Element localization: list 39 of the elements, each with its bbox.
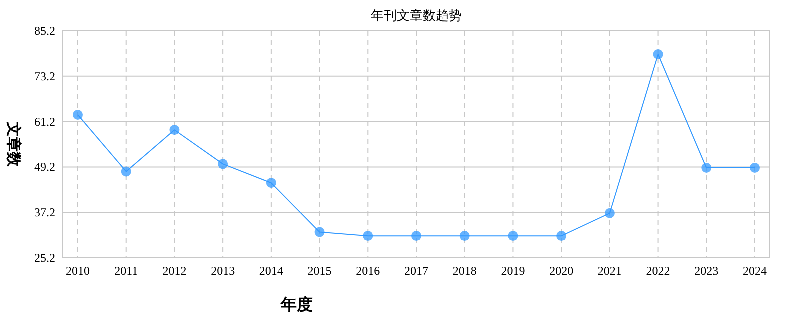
- x-tick-label: 2018: [452, 264, 477, 278]
- point: [604, 208, 615, 218]
- y-tick-label: 61.2: [34, 114, 56, 129]
- point: [266, 178, 276, 188]
- x-tick-label: 2023: [694, 264, 719, 278]
- x-tick-label: 2019: [501, 264, 526, 278]
- x-tick-label: 2013: [211, 264, 236, 278]
- chart-title: 年刊文章数趋势: [371, 8, 462, 23]
- y-tick-label: 85.2: [34, 24, 56, 38]
- x-tick-label: 2024: [743, 264, 767, 278]
- x-tick-label: 2021: [598, 264, 622, 278]
- point: [653, 49, 664, 60]
- point: [460, 231, 470, 242]
- point: [218, 159, 228, 170]
- point: [412, 231, 422, 242]
- point: [556, 231, 567, 242]
- x-tick-label: 2014: [259, 264, 284, 278]
- x-tick-label: 2010: [66, 264, 90, 278]
- point: [750, 162, 760, 173]
- x-tick-label: 2020: [550, 264, 574, 278]
- point: [702, 162, 712, 173]
- y-tick-label: 73.2: [34, 69, 56, 84]
- point: [170, 125, 180, 136]
- point: [363, 231, 374, 242]
- y-tick-label: 25.2: [34, 251, 56, 265]
- y-tick-label: 37.2: [34, 206, 56, 220]
- point: [121, 166, 132, 177]
- point: [314, 227, 325, 238]
- x-tick-label: 2015: [308, 264, 332, 278]
- x-tick-label: 2012: [162, 264, 187, 278]
- x-tick-label: 2017: [404, 264, 428, 278]
- x-tick-label: 2022: [646, 264, 670, 278]
- point: [508, 231, 518, 242]
- y-axis-title: 文章数: [5, 121, 23, 168]
- x-tick-label: 2011: [114, 264, 138, 278]
- point: [73, 110, 83, 120]
- x-axis-title: 年度: [280, 295, 313, 314]
- x-tick-label: 2016: [356, 264, 380, 278]
- y-tick-label: 49.2: [34, 160, 56, 174]
